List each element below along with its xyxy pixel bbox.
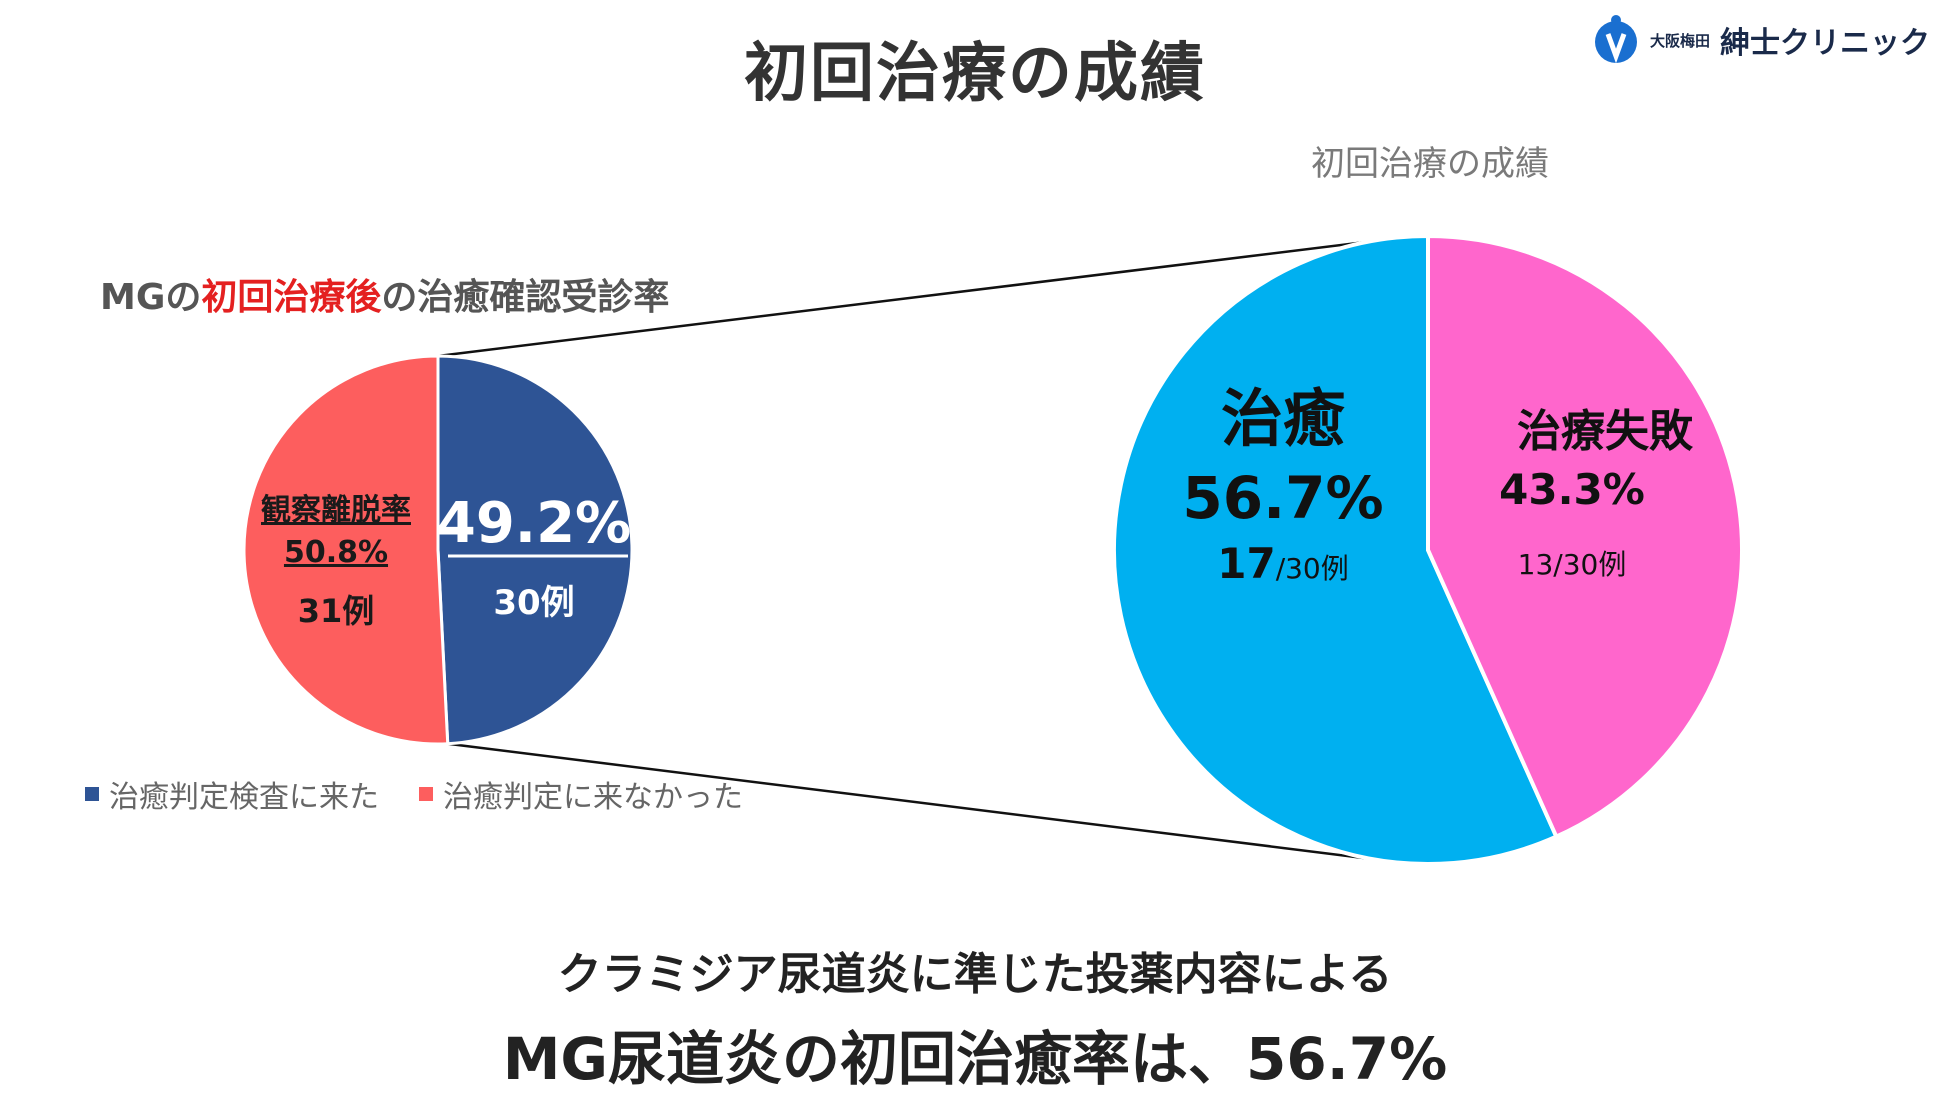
cured-count-main: 17 (1217, 539, 1275, 588)
left-chart-legend: 治癒判定検査に来た 治癒判定に来なかった (85, 772, 743, 816)
legend-swatch-not-visited (419, 787, 433, 801)
visited-count-label: 30例 (493, 583, 574, 623)
zoom-connector-top (437, 234, 1415, 358)
dropout-percent-label: 50.8% (284, 535, 388, 570)
cured-title-label: 治癒 (1221, 382, 1345, 455)
left-heading-part3: の治癒確認受診率 (381, 277, 670, 318)
pie-slice-not-visited (242, 354, 450, 746)
logo-clinic-name: 紳士クリニック (1720, 26, 1930, 61)
clinic-logo: 大阪梅田 紳士クリニック (1592, 10, 1930, 70)
failed-percent-label: 43.3% (1499, 465, 1645, 514)
legend-label-visited: 治癒判定検査に来た (109, 780, 379, 815)
failed-count-label: 13/30例 (1518, 548, 1627, 581)
pie-slice-failed (1426, 233, 1744, 840)
footer-subtitle: クラミジア尿道炎に準じた投薬内容による (557, 949, 1393, 1000)
right-chart-title: 初回治療の成績 (1311, 144, 1549, 184)
legend-label-not-visited: 治癒判定に来なかった (443, 780, 743, 815)
failed-title-label: 治療失敗 (1517, 406, 1694, 457)
legend-item-visited: 治癒判定検査に来た (85, 772, 379, 816)
page-title: 初回治療の成績 (744, 37, 1206, 111)
zoom-connector-bottom (447, 742, 1374, 861)
left-heading-highlight: 初回治療後 (201, 277, 382, 318)
clinic-logo-icon (1594, 15, 1637, 64)
cured-count-label: 17/30例 (1217, 539, 1349, 588)
pie-slice-visited (436, 354, 634, 746)
dropout-count-label: 31例 (298, 592, 375, 630)
left-heading-part1: MGの (100, 277, 202, 318)
left-chart-heading: MGの初回治療後の治癒確認受診率 (100, 268, 669, 320)
visited-percent-label: 49.2% (437, 491, 631, 556)
cured-percent-label: 56.7% (1182, 464, 1383, 532)
legend-item-not-visited: 治癒判定に来なかった (419, 772, 743, 816)
pie-slice-cured (1112, 233, 1559, 866)
footer-headline: MG尿道炎の初回治癒率は、56.7% (502, 1025, 1448, 1093)
logo-location-text: 大阪梅田 (1649, 31, 1710, 50)
dropout-title-label: 観察離脱率 (261, 493, 411, 528)
legend-swatch-visited (85, 787, 99, 801)
cured-count-sub: /30例 (1276, 552, 1349, 585)
